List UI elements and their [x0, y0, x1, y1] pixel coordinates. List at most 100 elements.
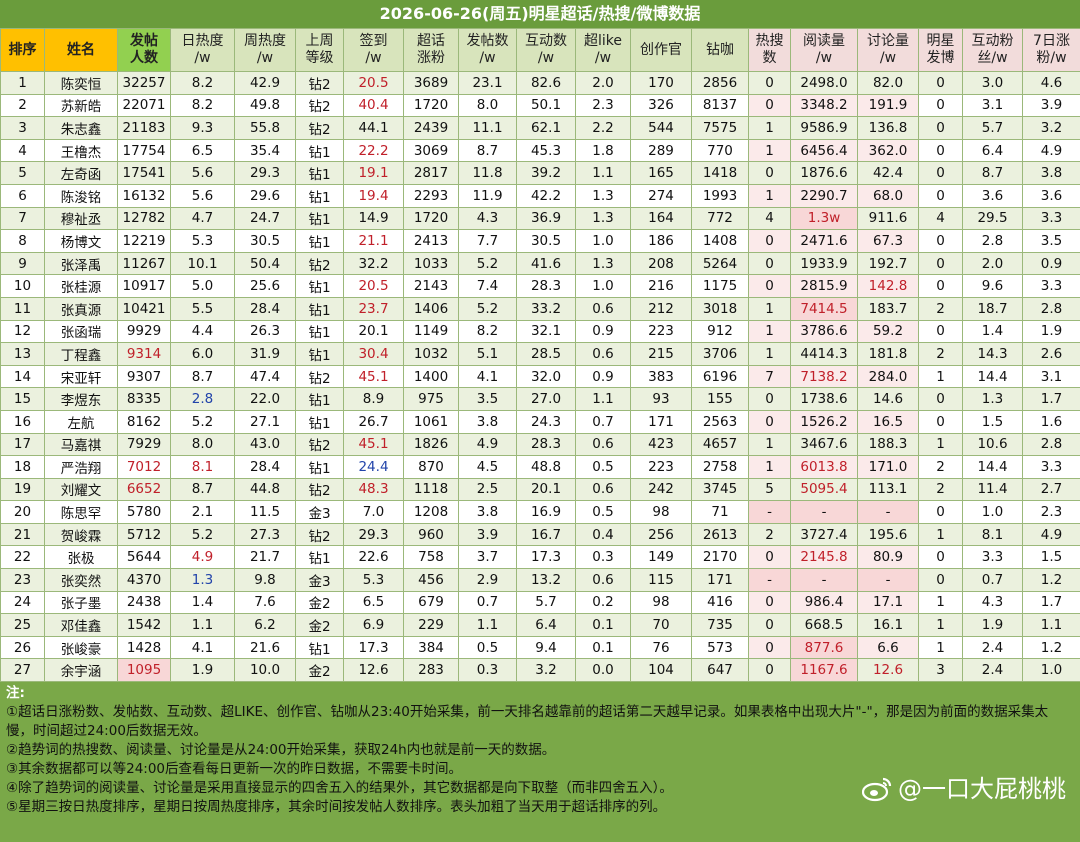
- table-cell: 4.9: [1022, 522, 1080, 547]
- column-header: 排序: [0, 28, 45, 72]
- table-cell: 2.8: [1022, 296, 1080, 321]
- table-cell: 12782: [117, 206, 171, 231]
- table-cell: 2413: [403, 229, 459, 253]
- table-cell: 2471.6: [790, 229, 858, 253]
- table-cell: 1408: [691, 229, 749, 253]
- table-cell: 16.9: [516, 500, 576, 524]
- table-cell: 36.9: [516, 206, 576, 231]
- table-cell: 5095.4: [790, 477, 858, 502]
- table-row: 9 张泽禹 11267 10.1 50.4 钻2 32.2 1033 5.2 41.6 1.3 208…: [0, 251, 1080, 276]
- table-cell: 0.1: [575, 635, 631, 660]
- column-header: 发帖数 /w: [458, 28, 517, 72]
- table-cell: 142.8: [857, 274, 919, 298]
- table-cell: 5644: [117, 545, 171, 570]
- table-cell: 钻2: [295, 477, 344, 502]
- table-cell: 1.3: [575, 206, 631, 231]
- table-cell: 170: [630, 71, 692, 95]
- table-cell: 2.0: [575, 71, 631, 95]
- table-cell: 12.6: [343, 658, 404, 683]
- table-cell: 1720: [403, 93, 459, 118]
- table-cell: 13: [0, 342, 45, 366]
- table-cell: 1.1: [170, 613, 235, 637]
- table-cell: 10.1: [170, 251, 235, 276]
- table-cell: 张函瑞: [44, 319, 118, 344]
- notes-label: 注:: [6, 685, 25, 702]
- table-cell: 70: [630, 613, 692, 637]
- table-cell: 8.2: [170, 71, 235, 95]
- column-header: 互动粉 丝/w: [962, 28, 1023, 72]
- table-cell: 2.4: [962, 658, 1023, 683]
- table-row: 22 张极 5644 4.9 21.7 钻1 22.6 758 3.7 17.3 0.3 149 217…: [0, 545, 1080, 570]
- table-cell: 19: [0, 477, 45, 502]
- table-cell: 5.2: [170, 522, 235, 547]
- table-cell: 67.3: [857, 229, 919, 253]
- table-cell: 8.9: [343, 387, 404, 411]
- table-cell: 1: [918, 522, 963, 547]
- table-cell: 104: [630, 658, 692, 683]
- table-cell: 钻2: [295, 251, 344, 276]
- table-cell: 5.2: [170, 409, 235, 434]
- table-cell: 1.2: [1022, 568, 1080, 592]
- column-header: 周热度 /w: [234, 28, 296, 72]
- table-row: 6 陈浚铭 16132 5.6 29.6 钻1 19.4 2293 11.9 42.2 1.3 274…: [0, 183, 1080, 208]
- table-row: 11 张真源 10421 5.5 28.4 钻1 23.7 1406 5.2 33.2 0.6 212…: [0, 296, 1080, 321]
- table-cell: 29.5: [962, 206, 1023, 231]
- table-cell: 9.8: [234, 568, 296, 592]
- table-cell: 2: [748, 522, 791, 547]
- table-cell: 7575: [691, 116, 749, 140]
- table-row: 19 刘耀文 6652 8.7 44.8 钻2 48.3 1118 2.5 20.1 0.6 242 3…: [0, 477, 1080, 502]
- table-cell: 1: [918, 635, 963, 660]
- table-cell: 3467.6: [790, 432, 858, 457]
- table-cell: 62.1: [516, 116, 576, 140]
- table-cell: 1.7: [1022, 590, 1080, 615]
- table-cell: -: [857, 500, 919, 524]
- table-cell: 23.7: [343, 296, 404, 321]
- table-cell: 钻2: [295, 71, 344, 95]
- table-row: 3 朱志鑫 21183 9.3 55.8 钻2 44.1 2439 11.1 62.1 2.2 544…: [0, 116, 1080, 140]
- table-cell: 10: [0, 274, 45, 298]
- table-cell: 0: [918, 545, 963, 570]
- column-header: 钻咖: [691, 28, 749, 72]
- table-cell: 326: [630, 93, 692, 118]
- table-cell: 20.1: [343, 319, 404, 344]
- table-cell: 0.6: [575, 477, 631, 502]
- table-cell: 8137: [691, 93, 749, 118]
- table-cell: 4370: [117, 568, 171, 592]
- table-cell: 张桂源: [44, 274, 118, 298]
- table-cell: 2145.8: [790, 545, 858, 570]
- table-cell: 25: [0, 613, 45, 637]
- table-cell: 242: [630, 477, 692, 502]
- table-cell: 28.4: [234, 296, 296, 321]
- table-cell: 42.9: [234, 71, 296, 95]
- table-cell: 45.1: [343, 432, 404, 457]
- table-cell: 1175: [691, 274, 749, 298]
- table-cell: 3.7: [458, 545, 517, 570]
- table-cell: 5.2: [458, 296, 517, 321]
- table-cell: 1: [748, 455, 791, 479]
- table-cell: 2.8: [1022, 432, 1080, 457]
- table-cell: 7929: [117, 432, 171, 457]
- table-cell: 4.5: [458, 455, 517, 479]
- table-cell: 3: [918, 658, 963, 683]
- table-cell: 14: [0, 364, 45, 389]
- table-cell: 17.1: [857, 590, 919, 615]
- table-row: 10 张桂源 10917 5.0 25.6 钻1 20.5 2143 7.4 28.3 1.0 216…: [0, 274, 1080, 298]
- table-cell: 3.6: [1022, 183, 1080, 208]
- table-cell: 20.5: [343, 71, 404, 95]
- table-cell: 贺峻霖: [44, 522, 118, 547]
- table-cell: 金2: [295, 590, 344, 615]
- table-cell: 2170: [691, 545, 749, 570]
- table-row: 2 苏新皓 22071 8.2 49.8 钻2 40.4 1720 8.0 50.1 2.3 326 8…: [0, 93, 1080, 118]
- table-cell: 钻1: [295, 387, 344, 411]
- table-cell: 49.8: [234, 93, 296, 118]
- table-cell: 3.3: [1022, 206, 1080, 231]
- table-cell: 8.7: [170, 364, 235, 389]
- table-cell: 3.9: [458, 522, 517, 547]
- table-cell: 0: [918, 229, 963, 253]
- table-cell: 2: [918, 342, 963, 366]
- table-cell: 1.0: [1022, 658, 1080, 683]
- table-cell: 3786.6: [790, 319, 858, 344]
- table-row: 4 王橹杰 17754 6.5 35.4 钻1 22.2 3069 8.7 45.3 1.8 289 7…: [0, 138, 1080, 163]
- table-cell: 10.0: [234, 658, 296, 683]
- table-cell: 1.3: [575, 183, 631, 208]
